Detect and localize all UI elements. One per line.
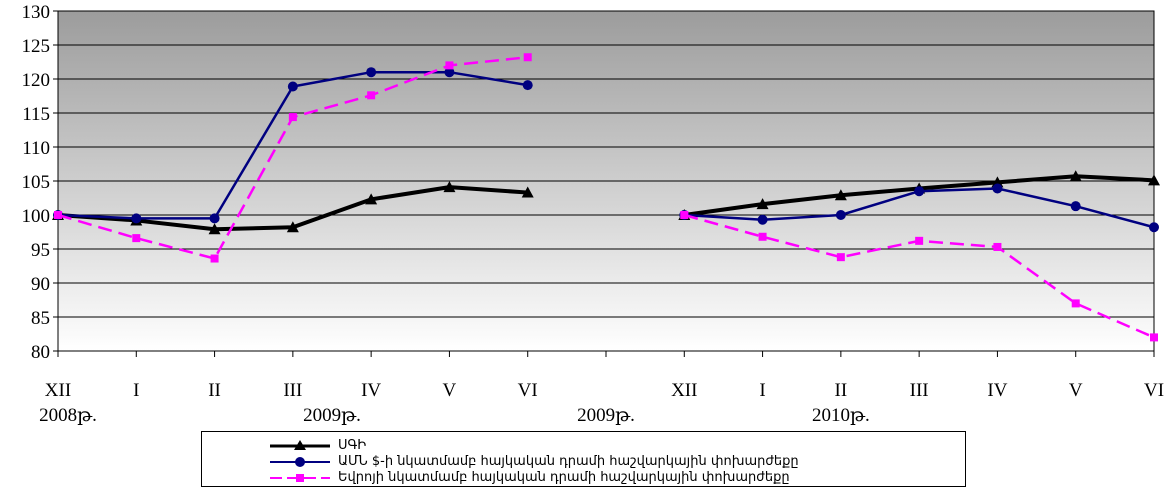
- data-point: [758, 232, 767, 241]
- y-tick-label: 80: [31, 342, 50, 363]
- x-tick-label: II: [835, 380, 848, 401]
- data-point: [54, 211, 62, 219]
- x-tick-label: XII: [671, 380, 697, 401]
- x-tick-label: XII: [45, 380, 71, 401]
- data-point: [1148, 174, 1160, 186]
- x-tick-label: I: [133, 380, 139, 401]
- data-point: [993, 242, 1002, 251]
- legend: ՍԳԻ ԱՄՆ $-ի նկատմամբ հայկական դրամի հաշվ…: [201, 431, 966, 487]
- year-label: 2010թ.: [812, 405, 870, 426]
- x-tick-label: III: [910, 380, 929, 401]
- y-tick-label: 105: [22, 172, 51, 193]
- data-point: [756, 198, 769, 210]
- data-point: [757, 214, 768, 225]
- legend-label-usd: ԱՄՆ $-ի նկատմամբ հայկական դրամի հաշվարկա…: [338, 454, 799, 469]
- year-label: 2008թ.: [39, 405, 97, 426]
- y-tick-label: 130: [22, 2, 51, 23]
- data-point: [132, 234, 141, 243]
- data-point: [1070, 201, 1081, 212]
- data-point: [445, 61, 454, 70]
- year-label: 2009թ.: [303, 405, 361, 426]
- y-tick-label: 85: [31, 308, 50, 329]
- data-point: [1149, 222, 1159, 233]
- y-tick-label: 100: [22, 206, 51, 227]
- year-label: 2009թ.: [577, 405, 635, 426]
- data-point: [209, 213, 220, 224]
- gridlines: [58, 44, 1154, 318]
- data-point: [365, 193, 378, 205]
- y-tick-label: 125: [22, 36, 51, 57]
- data-point: [680, 211, 689, 219]
- data-point: [992, 183, 1003, 194]
- data-point: [287, 81, 298, 92]
- data-point: [367, 91, 376, 100]
- data-point: [288, 113, 297, 122]
- data-point: [210, 254, 219, 263]
- x-tick-label: VI: [518, 380, 538, 401]
- data-point: [834, 189, 847, 201]
- legend-item-cpi: ՍԳԻ: [202, 438, 965, 454]
- data-point: [1150, 333, 1158, 342]
- legend-swatch-eur: [270, 474, 330, 482]
- data-point: [914, 186, 925, 197]
- data-point: [131, 213, 142, 224]
- series-layer: [52, 53, 1160, 342]
- x-tick-label: II: [208, 380, 221, 401]
- data-point: [835, 210, 846, 220]
- data-point: [444, 67, 455, 78]
- y-tick-label: 120: [22, 70, 51, 91]
- series-2: [54, 53, 1158, 342]
- x-tick-label: IV: [361, 380, 381, 401]
- legend-swatch-usd: [270, 457, 330, 467]
- y-tick-label: 115: [22, 104, 50, 125]
- y-tick-label: 90: [31, 274, 50, 295]
- data-point: [522, 80, 533, 91]
- data-point: [521, 186, 534, 198]
- x-tick-label: III: [283, 380, 302, 401]
- y-tick-label: 110: [22, 138, 50, 159]
- y-tick-label: 95: [31, 240, 50, 261]
- data-point: [443, 181, 456, 193]
- data-point: [208, 223, 221, 235]
- legend-item-eur: Եվրոյի նկատմամբ հայկական դրամի հաշվարկայ…: [202, 470, 965, 486]
- data-point: [286, 221, 299, 233]
- data-point: [836, 253, 845, 262]
- x-tick-label: V: [1069, 380, 1083, 401]
- legend-item-usd: ԱՄՆ $-ի նկատմամբ հայկական դրամի հաշվարկա…: [202, 454, 965, 470]
- data-point: [523, 53, 532, 62]
- y-axis-ticks: 80 85 90 95 100 105 110 115 120 125 130: [22, 2, 58, 363]
- x-tick-label: V: [443, 380, 457, 401]
- x-tick-label: VI: [1144, 380, 1164, 401]
- x-tick-label: IV: [987, 380, 1007, 401]
- legend-swatch-cpi: [270, 440, 330, 450]
- data-point: [1069, 170, 1082, 182]
- legend-label-eur: Եվրոյի նկատմամբ հայկական դրամի հաշվարկայ…: [338, 470, 790, 485]
- x-tick-label: I: [759, 380, 765, 401]
- data-point: [1071, 299, 1080, 308]
- data-point: [366, 67, 377, 78]
- legend-label-cpi: ՍԳԻ: [338, 438, 367, 453]
- data-point: [915, 236, 924, 245]
